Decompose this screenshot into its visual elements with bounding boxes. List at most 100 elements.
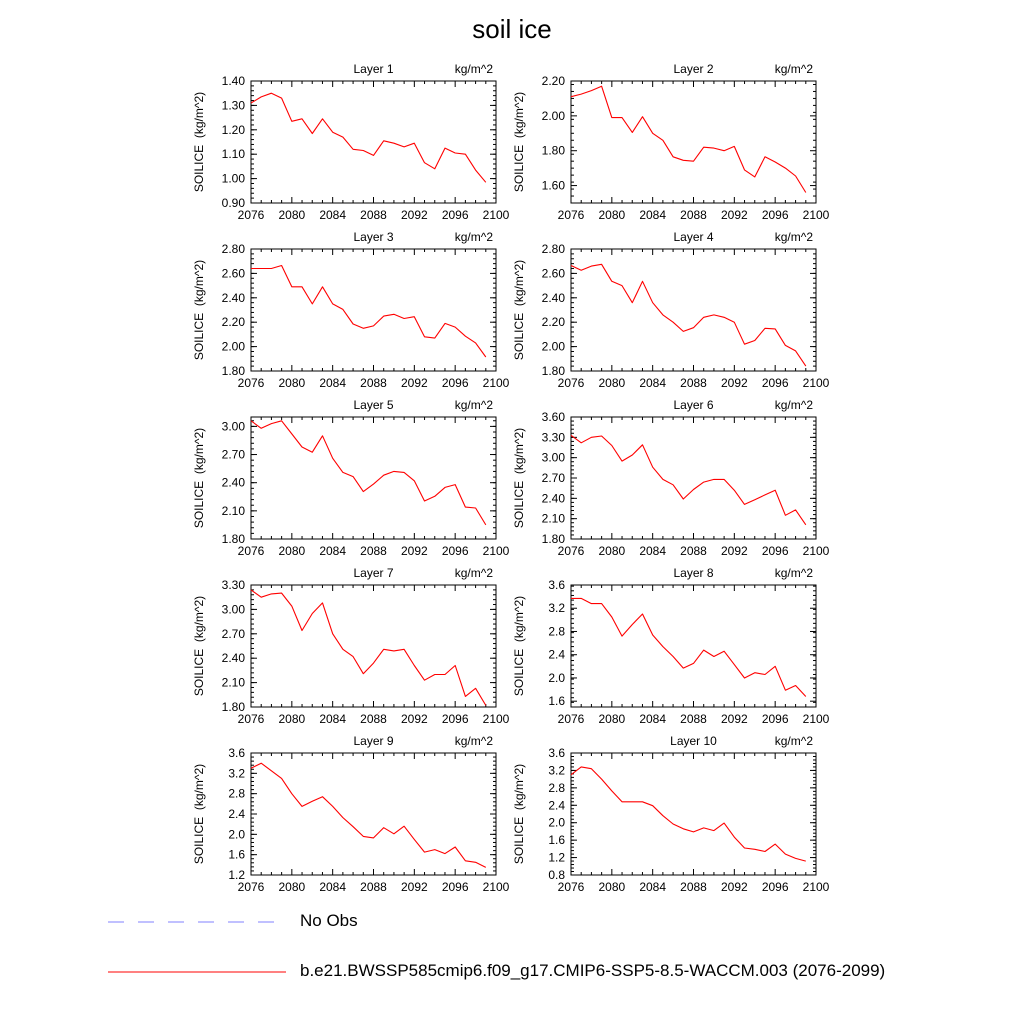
panel-units: kg/m^2 [455, 230, 494, 244]
y-tick-label: 2.60 [542, 266, 566, 280]
x-tick-label: 2092 [721, 376, 748, 390]
y-tick-label: 2.8 [228, 787, 245, 801]
x-tick-label: 2096 [442, 376, 469, 390]
y-tick-label: 1.60 [542, 179, 566, 193]
y-tick-label: 3.00 [222, 602, 246, 616]
x-tick-label: 2100 [483, 208, 510, 222]
panel-layer-8: 2076 2080 2084 2088 2092 2096 2100 1.6 2.0 2.4 2.8… [512, 566, 830, 726]
x-tick-label: 2080 [278, 208, 305, 222]
x-tick-label: 2100 [483, 544, 510, 558]
x-tick-label: 2088 [360, 880, 387, 894]
x-tick-label: 2088 [680, 712, 707, 726]
x-tick-label: 2076 [238, 208, 265, 222]
x-tick-label: 2100 [803, 544, 830, 558]
y-tick-label: 3.30 [222, 578, 246, 592]
plot-frame [250, 248, 497, 372]
x-tick-label: 2092 [721, 544, 748, 558]
y-tick-label: 1.80 [222, 700, 246, 714]
x-tick-label: 2080 [598, 376, 625, 390]
y-tick-label: 2.00 [542, 109, 566, 123]
y-tick-label: 2.0 [228, 827, 245, 841]
panel-layer-3: 2076 2080 2084 2088 2092 2096 2100 1.80 2.00 2.20… [192, 230, 510, 390]
y-tick-label: 1.10 [222, 147, 246, 161]
panel-units: kg/m^2 [455, 566, 494, 580]
series-line-layer-7 [250, 589, 487, 706]
y-tick-label: 3.60 [542, 410, 566, 424]
x-tick-label: 2076 [558, 880, 585, 894]
panel-units: kg/m^2 [775, 230, 814, 244]
panel-layer-1: 2076 2080 2084 2088 2092 2096 2100 0.90 1.00 1.10… [192, 62, 510, 222]
y-axis-label: SOILICE (kg/m^2) [512, 596, 526, 696]
y-tick-label: 3.6 [548, 578, 565, 592]
x-tick-label: 2080 [598, 208, 625, 222]
panel-layer-5: 2076 2080 2084 2088 2092 2096 2100 1.80 2.10 2.40… [192, 398, 510, 558]
y-tick-label: 3.6 [548, 746, 565, 760]
plot-frame [250, 80, 497, 204]
x-tick-label: 2100 [803, 880, 830, 894]
panel-title: Layer 5 [353, 398, 393, 412]
y-axis-label: SOILICE (kg/m^2) [192, 764, 206, 864]
x-tick-label: 2088 [680, 880, 707, 894]
x-tick-label: 2096 [762, 376, 789, 390]
x-tick-label: 2076 [558, 208, 585, 222]
y-tick-label: 2.70 [542, 471, 566, 485]
plot-frame [570, 752, 817, 876]
y-tick-label: 3.00 [222, 419, 246, 433]
y-tick-label: 1.2 [548, 851, 565, 865]
y-tick-label: 2.40 [542, 491, 566, 505]
x-tick-label: 2080 [278, 376, 305, 390]
y-tick-label: 2.4 [548, 648, 565, 662]
y-tick-label: 1.40 [222, 74, 246, 88]
panel-title: Layer 1 [353, 62, 393, 76]
series-line-layer-1 [250, 92, 487, 183]
y-tick-label: 2.20 [222, 315, 246, 329]
plot-frame [570, 248, 817, 372]
y-tick-label: 1.2 [228, 868, 245, 882]
x-tick-label: 2092 [401, 376, 428, 390]
x-tick-label: 2092 [721, 880, 748, 894]
y-tick-label: 2.40 [542, 291, 566, 305]
y-tick-label: 1.20 [222, 123, 246, 137]
legend [108, 921, 286, 973]
y-tick-label: 2.70 [222, 627, 246, 641]
series-line-layer-8 [571, 597, 807, 697]
x-tick-label: 2088 [360, 712, 387, 726]
x-tick-label: 2076 [558, 376, 585, 390]
x-tick-label: 2092 [401, 712, 428, 726]
plot-frame [570, 416, 817, 540]
y-tick-label: 1.00 [222, 172, 246, 186]
y-tick-label: 2.8 [548, 624, 565, 638]
y-tick-label: 1.80 [222, 532, 246, 546]
figure-title: soil ice [472, 14, 552, 44]
plot-frame [570, 80, 817, 204]
y-tick-label: 2.8 [548, 781, 565, 795]
y-tick-label: 2.0 [548, 671, 565, 685]
x-tick-label: 2076 [558, 712, 585, 726]
x-tick-label: 2100 [803, 712, 830, 726]
x-tick-label: 2088 [360, 208, 387, 222]
panel-units: kg/m^2 [775, 734, 814, 748]
series-line-layer-5 [250, 420, 487, 526]
y-tick-label: 1.6 [548, 833, 565, 847]
panel-layer-10: 2076 2080 2084 2088 2092 2096 2100 0.8 1.2 1.6 2.0… [512, 734, 830, 894]
panel-units: kg/m^2 [775, 62, 814, 76]
x-tick-label: 2092 [721, 712, 748, 726]
panel-layer-2: 2076 2080 2084 2088 2092 2096 2100 1.60 1.80 2.00… [512, 62, 830, 222]
y-tick-label: 2.4 [548, 798, 565, 812]
panel-layer-7: 2076 2080 2084 2088 2092 2096 2100 1.80 2.10 2.40… [192, 566, 510, 726]
y-axis-label: SOILICE (kg/m^2) [192, 596, 206, 696]
x-tick-label: 2084 [319, 376, 346, 390]
x-tick-label: 2084 [639, 544, 666, 558]
x-tick-label: 2096 [762, 544, 789, 558]
x-tick-label: 2092 [401, 208, 428, 222]
y-tick-label: 2.10 [542, 512, 566, 526]
y-tick-label: 3.2 [228, 766, 245, 780]
panel-units: kg/m^2 [455, 734, 494, 748]
y-tick-label: 1.80 [542, 364, 566, 378]
x-tick-label: 2100 [483, 712, 510, 726]
x-tick-label: 2080 [598, 880, 625, 894]
x-tick-label: 2088 [680, 376, 707, 390]
y-axis-label: SOILICE (kg/m^2) [512, 764, 526, 864]
y-tick-label: 2.80 [222, 242, 246, 256]
